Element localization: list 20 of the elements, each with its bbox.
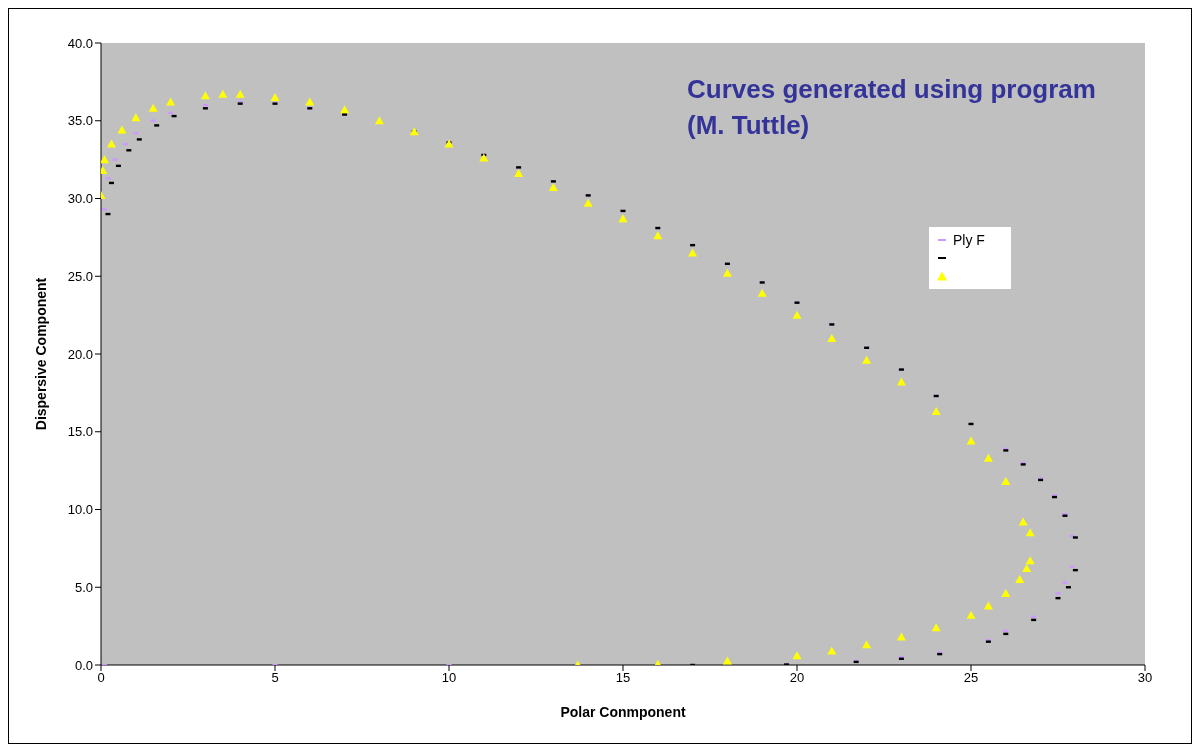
y-tick-label: 20.0 xyxy=(67,346,93,362)
annotation: Curves generated using program (M. Tuttle) xyxy=(687,73,1097,142)
y-tick-label: 35.0 xyxy=(67,113,93,129)
x-tick-label: 15 xyxy=(615,670,631,686)
y-tick-label: 10.0 xyxy=(67,502,93,518)
legend-label: Ply F xyxy=(953,232,985,248)
y-axis-title: Dispersive Component xyxy=(32,277,49,431)
x-tick-label: 30 xyxy=(1137,670,1153,686)
y-tick-label: 40.0 xyxy=(67,35,93,51)
y-tick-label: 30.0 xyxy=(67,191,93,207)
x-tick-label: 20 xyxy=(789,670,805,686)
y-tick-label: 0.0 xyxy=(74,657,93,673)
x-axis-title: Polar Conmponent xyxy=(560,704,686,720)
y-tick-label: 25.0 xyxy=(67,268,93,284)
x-tick-label: 0 xyxy=(97,670,105,686)
x-tick-label: 25 xyxy=(963,670,979,686)
x-tick-label: 5 xyxy=(271,670,279,686)
y-tick-label: 15.0 xyxy=(67,424,93,440)
y-tick-label: 5.0 xyxy=(74,579,93,595)
x-tick-label: 10 xyxy=(441,670,457,686)
